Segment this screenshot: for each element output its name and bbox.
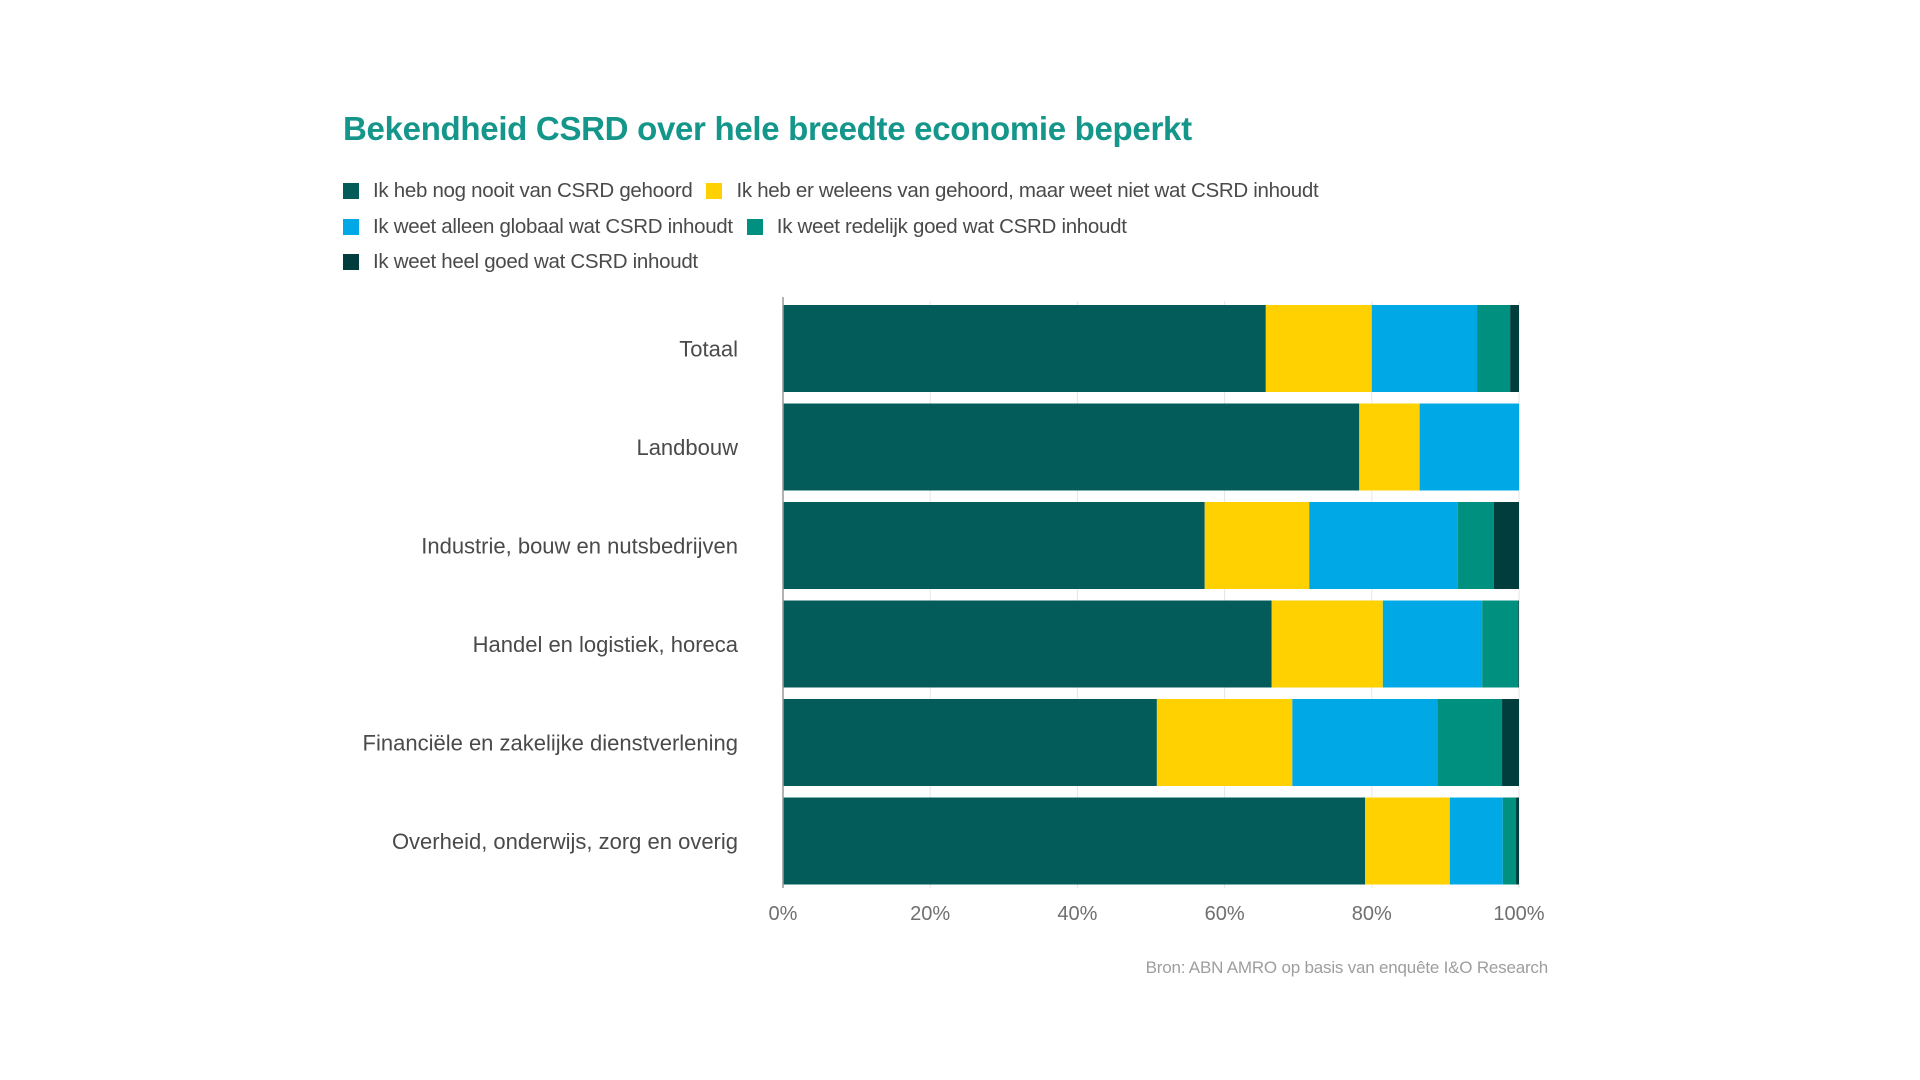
chart-title: Bekendheid CSRD over hele breedte econom…: [343, 110, 1192, 147]
bar-segment: [783, 305, 1266, 392]
legend-label: Ik weet alleen globaal wat CSRD inhoudt: [373, 215, 733, 238]
legend-item: Ik weet alleen globaal wat CSRD inhoudt: [343, 215, 733, 239]
x-tick-label: 60%: [1205, 903, 1245, 925]
bar-segment: [1204, 502, 1310, 589]
bar-segment: [783, 600, 1272, 688]
legend-swatch: [746, 219, 763, 235]
legend-row: Ik weet alleen globaal wat CSRD inhoudt …: [343, 215, 1141, 239]
legend-label: Ik weet heel goed wat CSRD inhoudt: [373, 250, 698, 273]
category-label: Financiële en zakelijke dienstverlening: [363, 731, 738, 756]
bar-segment: [1309, 502, 1458, 589]
legend-item: Ik heb er weleens van gehoord, maar weet…: [706, 179, 1319, 203]
bar-segment: [1502, 699, 1519, 786]
bar-segment: [1477, 305, 1511, 392]
bars: [783, 305, 1519, 885]
bar-segment: [1419, 403, 1519, 491]
legend-item: Ik weet heel goed wat CSRD inhoudt: [343, 250, 698, 274]
legend-swatch: [343, 254, 359, 270]
bar-segment: [1493, 502, 1519, 589]
bar-segment: [783, 797, 1366, 885]
legend-row: Ik weet heel goed wat CSRD inhoudt: [343, 250, 712, 274]
legend-swatch: [343, 183, 359, 199]
x-axis-ticks: 0% 20% 40% 60% 80% 100%: [769, 903, 1545, 925]
bar-segment: [783, 699, 1157, 786]
bar-segment: [1292, 699, 1438, 786]
category-label: Overheid, onderwijs, zorg en overig: [392, 829, 738, 854]
x-tick-label: 40%: [1057, 903, 1097, 925]
bar-segment: [783, 502, 1205, 589]
legend-swatch: [706, 183, 723, 199]
category-label: Landbouw: [636, 435, 738, 460]
x-tick-label: 80%: [1352, 903, 1392, 925]
bar-segment: [1516, 797, 1519, 885]
x-tick-label: 100%: [1493, 903, 1544, 925]
legend-item: Ik heb nog nooit van CSRD gehoord: [343, 179, 693, 203]
category-label: Industrie, bouw en nutsbedrijven: [421, 534, 738, 559]
bar-segment: [1156, 699, 1293, 786]
gridlines: [929, 301, 1520, 888]
bar-segment: [783, 403, 1360, 491]
legend-label: Ik heb nog nooit van CSRD gehoord: [373, 179, 693, 202]
bar-segment: [1371, 305, 1478, 392]
legend-label: Ik heb er weleens van gehoord, maar weet…: [736, 179, 1319, 202]
x-tick-label: 20%: [910, 903, 950, 925]
category-label: Totaal: [679, 337, 738, 362]
source-note: Bron: ABN AMRO op basis van enquête I&O …: [1145, 958, 1549, 977]
bar-segment: [1437, 699, 1503, 786]
legend-row: Ik heb nog nooit van CSRD gehoord Ik heb…: [343, 179, 1332, 203]
legend-label: Ik weet redelijk goed wat CSRD inhoudt: [776, 215, 1127, 238]
bar-segment: [1365, 797, 1450, 885]
bar-segment: [1482, 600, 1519, 688]
bar-segment: [1502, 797, 1517, 885]
category-labels: Totaal Landbouw Industrie, bouw en nutsbed…: [363, 337, 739, 855]
bar-segment: [1457, 502, 1494, 589]
bar-segment: [1265, 305, 1372, 392]
legend-swatch: [343, 219, 359, 235]
bar-segment: [1271, 600, 1383, 688]
bar-segment: [1382, 600, 1483, 688]
bar-segment: [1510, 305, 1519, 392]
x-tick-label: 0%: [769, 903, 798, 925]
category-label: Handel en logistiek, horeca: [473, 632, 739, 657]
bar-segment: [1359, 403, 1420, 491]
legend-item: Ik weet redelijk goed wat CSRD inhoudt: [746, 215, 1127, 239]
bar-segment: [1518, 600, 1519, 688]
bar-segment: [1449, 797, 1503, 885]
